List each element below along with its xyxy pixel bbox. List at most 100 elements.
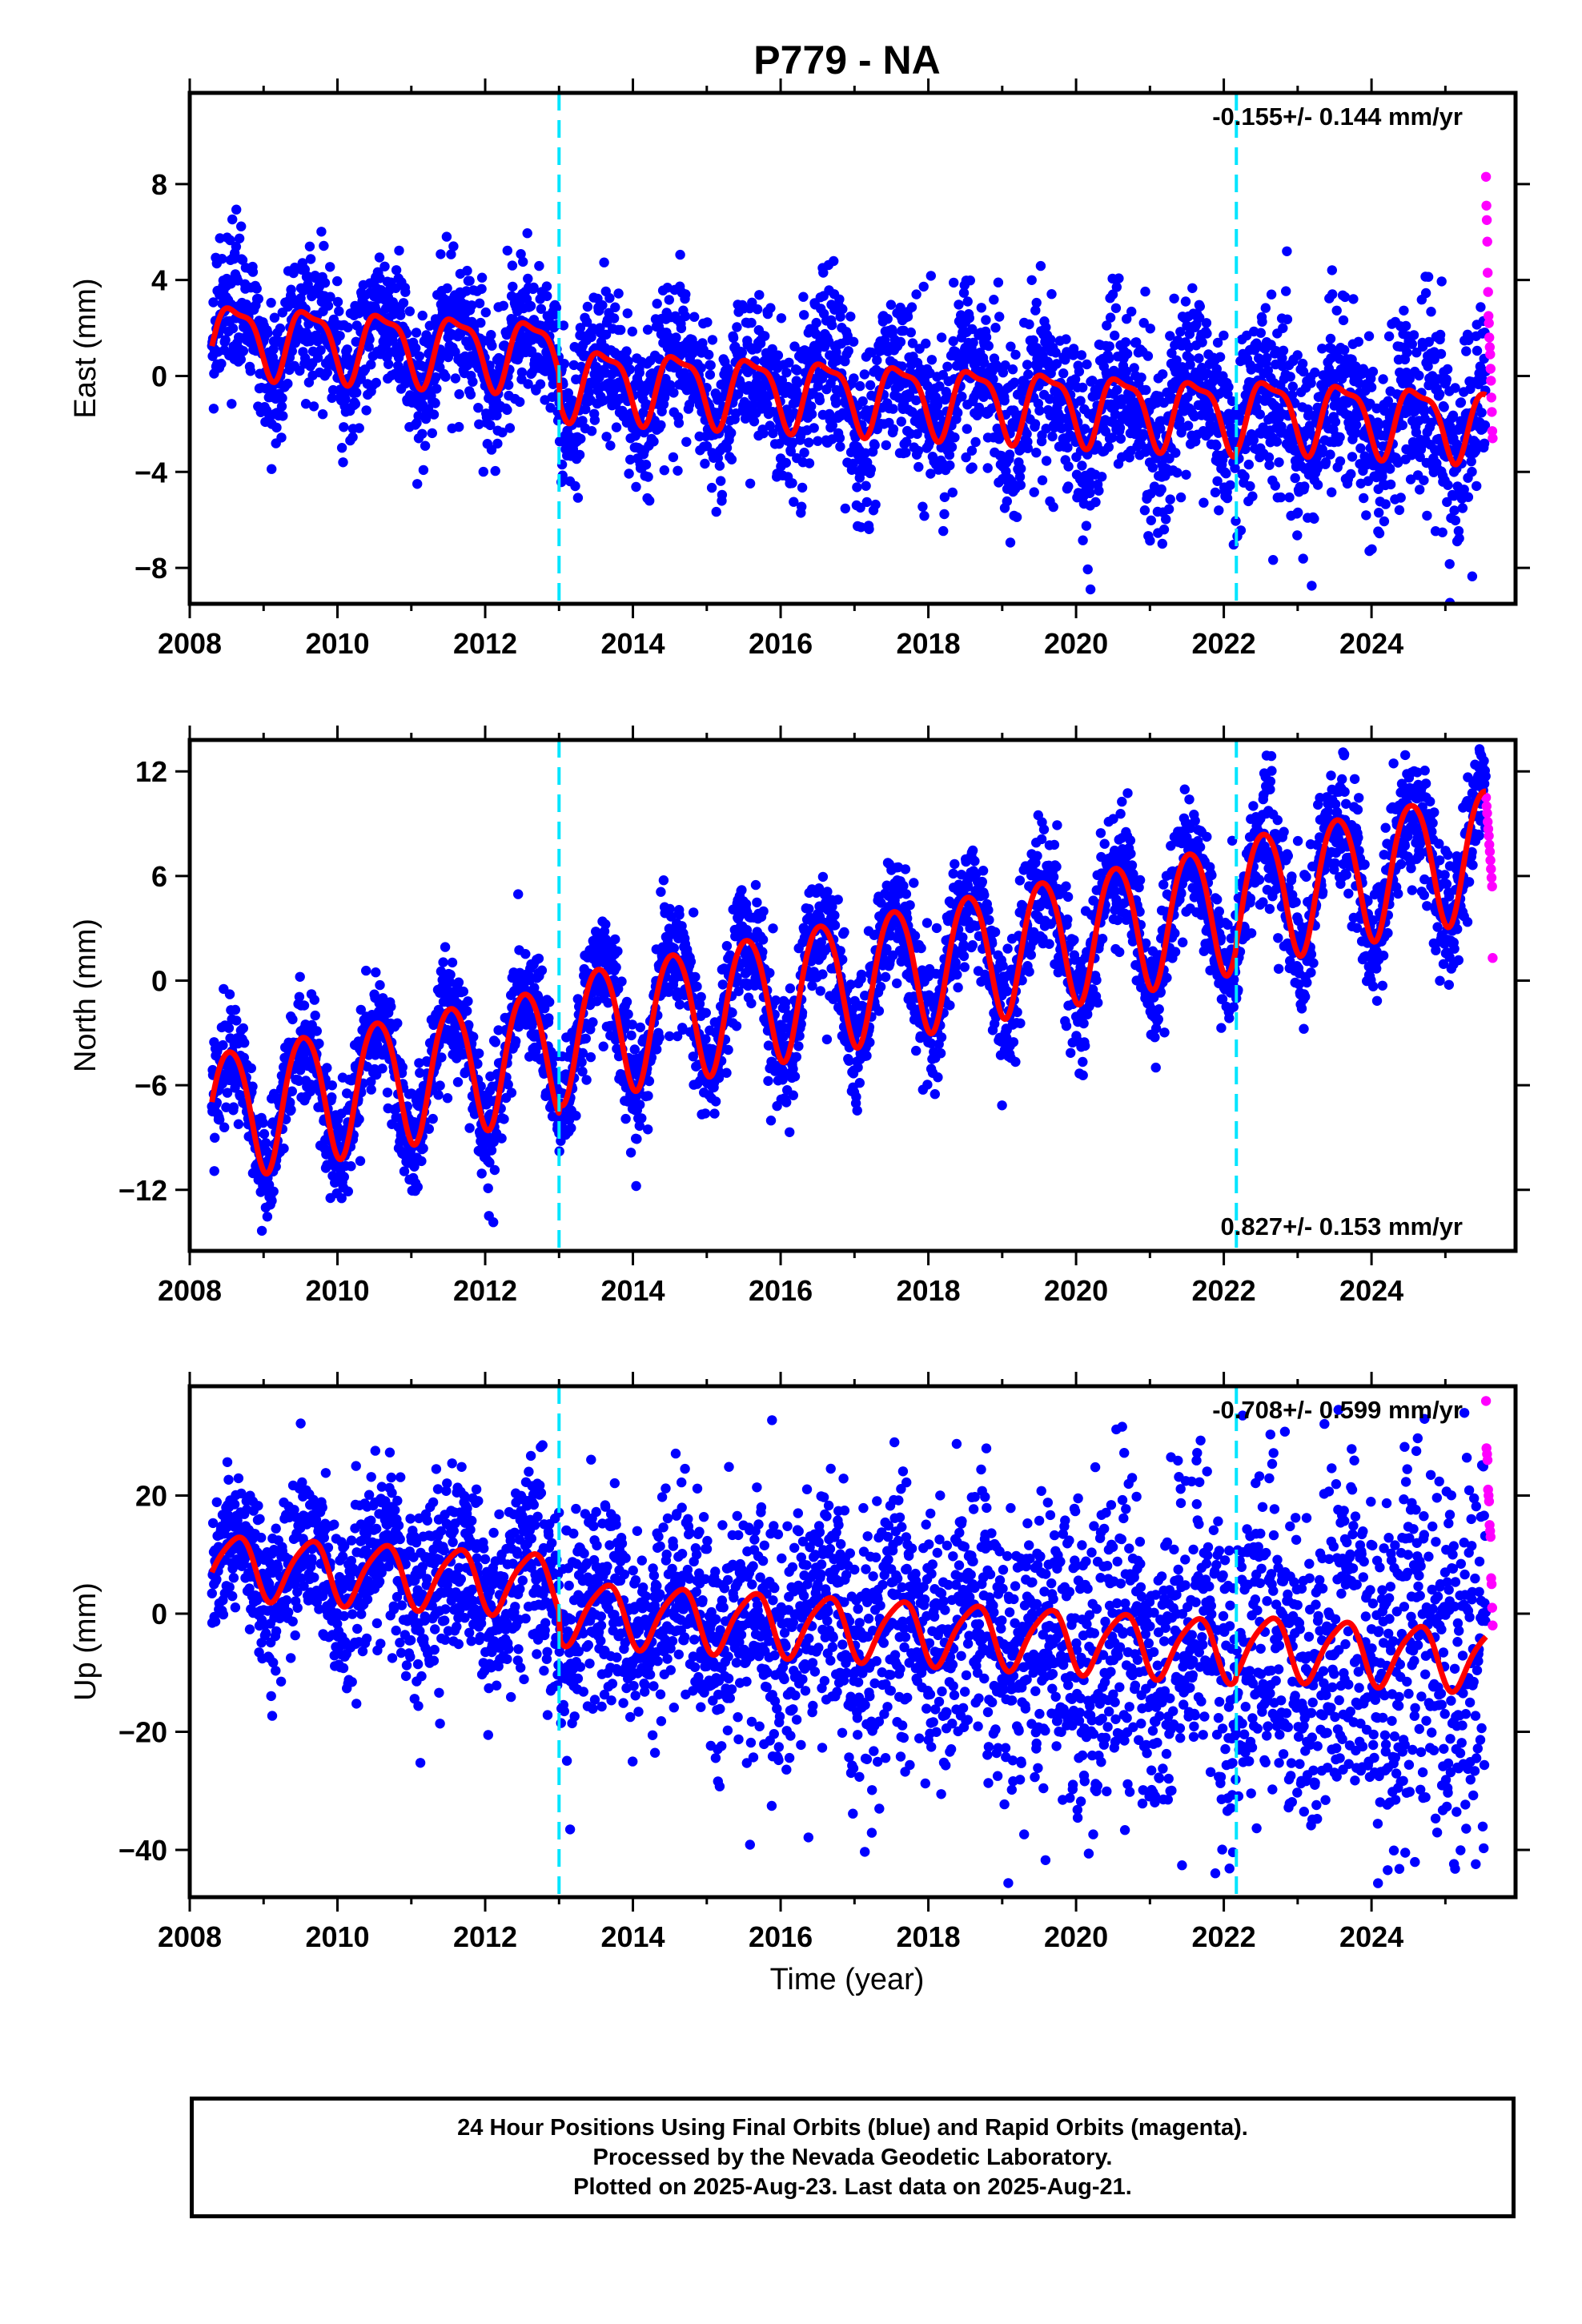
final-orbit-point [299, 1000, 310, 1011]
final-orbit-point [1282, 314, 1293, 324]
final-orbit-point [745, 478, 756, 489]
final-orbit-point [956, 310, 966, 320]
final-orbit-point [1046, 289, 1057, 300]
final-orbit-point [1165, 331, 1175, 341]
final-orbit-point [215, 233, 225, 243]
final-orbit-point [845, 312, 856, 322]
final-orbit-point [468, 376, 478, 387]
final-orbit-point [1335, 432, 1345, 443]
final-orbit-point [902, 312, 913, 322]
final-orbit-point [488, 1217, 499, 1228]
final-orbit-point [1107, 289, 1118, 300]
final-orbit-point [843, 346, 853, 356]
final-orbit-point [1111, 282, 1122, 292]
final-orbit-point [1317, 448, 1328, 458]
final-orbit-point [371, 967, 381, 978]
final-orbit-point [462, 1006, 472, 1016]
final-orbit-point [278, 411, 288, 421]
final-orbit-point [516, 249, 526, 259]
final-orbit-point [269, 1088, 279, 1100]
rapid-orbit-point [1481, 215, 1492, 225]
final-orbit-point [443, 352, 454, 363]
final-orbit-point [1082, 564, 1093, 575]
final-orbit-point [1415, 485, 1425, 495]
final-orbit-point [580, 404, 591, 415]
final-orbit-point [953, 408, 963, 418]
final-orbit-point [571, 1111, 581, 1121]
final-orbit-point [1145, 324, 1156, 334]
final-orbit-point [676, 323, 687, 334]
final-orbit-point [634, 368, 644, 378]
final-orbit-point [600, 919, 611, 930]
final-orbit-point [1097, 472, 1107, 482]
rapid-orbit-point [1486, 376, 1496, 386]
final-orbit-point [228, 1102, 239, 1112]
final-orbit-point [489, 1164, 500, 1176]
final-orbit-point [467, 300, 477, 311]
final-orbit-point [283, 378, 293, 389]
x-tick-label: 2018 [897, 627, 961, 660]
final-orbit-point [276, 401, 287, 412]
final-orbit-point [1437, 527, 1447, 537]
final-orbit-point [468, 1031, 479, 1042]
final-orbit-point [319, 240, 329, 251]
final-orbit-point [454, 421, 464, 432]
final-orbit-point [220, 335, 231, 345]
final-orbit-point [911, 289, 921, 300]
final-orbit-point [1210, 487, 1221, 498]
final-orbit-point [340, 394, 351, 404]
final-orbit-point [613, 288, 624, 299]
final-orbit-point [427, 428, 437, 439]
final-orbit-point [747, 297, 757, 308]
final-orbit-point [287, 1086, 297, 1096]
final-orbit-point [988, 374, 998, 384]
final-orbit-point [1472, 480, 1482, 492]
final-orbit-point [1126, 306, 1137, 317]
final-orbit-point [486, 1145, 497, 1156]
final-orbit-point [901, 448, 911, 458]
final-orbit-point [1346, 468, 1356, 480]
final-orbit-point [644, 496, 655, 506]
final-orbit-point [1367, 366, 1379, 377]
final-orbit-point [758, 428, 769, 439]
final-orbit-point [967, 324, 978, 335]
final-orbit-point [1453, 525, 1464, 537]
final-orbit-point [1309, 513, 1319, 524]
final-orbit-point [926, 355, 938, 365]
final-orbit-point [1112, 384, 1122, 396]
final-orbit-point [1195, 301, 1206, 312]
final-orbit-point [268, 1186, 279, 1197]
final-orbit-point [534, 260, 544, 271]
final-orbit-point [275, 323, 286, 334]
final-orbit-point [681, 436, 692, 447]
final-orbit-point [665, 380, 676, 391]
final-orbit-point [616, 324, 626, 336]
final-orbit-point [901, 436, 912, 447]
x-tick-label: 2022 [1192, 627, 1256, 660]
final-orbit-point [831, 398, 841, 408]
final-orbit-point [806, 408, 817, 420]
final-orbit-point [604, 293, 615, 304]
final-orbit-point [498, 300, 508, 311]
final-orbit-point [322, 368, 332, 378]
final-orbit-point [1222, 493, 1233, 504]
final-orbit-point [748, 400, 759, 411]
final-orbit-point [1185, 360, 1195, 370]
final-orbit-point [1325, 449, 1335, 460]
x-tick-label: 2014 [600, 627, 665, 660]
final-orbit-point [1028, 335, 1039, 345]
final-orbit-point [936, 332, 947, 343]
final-orbit-point [1290, 472, 1300, 484]
final-orbit-point [907, 338, 918, 348]
final-orbit-point [1010, 349, 1021, 360]
final-orbit-point [454, 389, 464, 400]
final-orbit-point [707, 335, 718, 345]
final-orbit-point [366, 1084, 376, 1095]
rapid-orbit-point [1481, 200, 1492, 211]
rapid-orbit-point [1485, 364, 1496, 374]
final-orbit-point [989, 295, 999, 305]
final-orbit-point [938, 525, 949, 537]
final-orbit-point [855, 380, 865, 392]
final-orbit-point [888, 404, 898, 414]
final-orbit-point [1442, 364, 1453, 375]
